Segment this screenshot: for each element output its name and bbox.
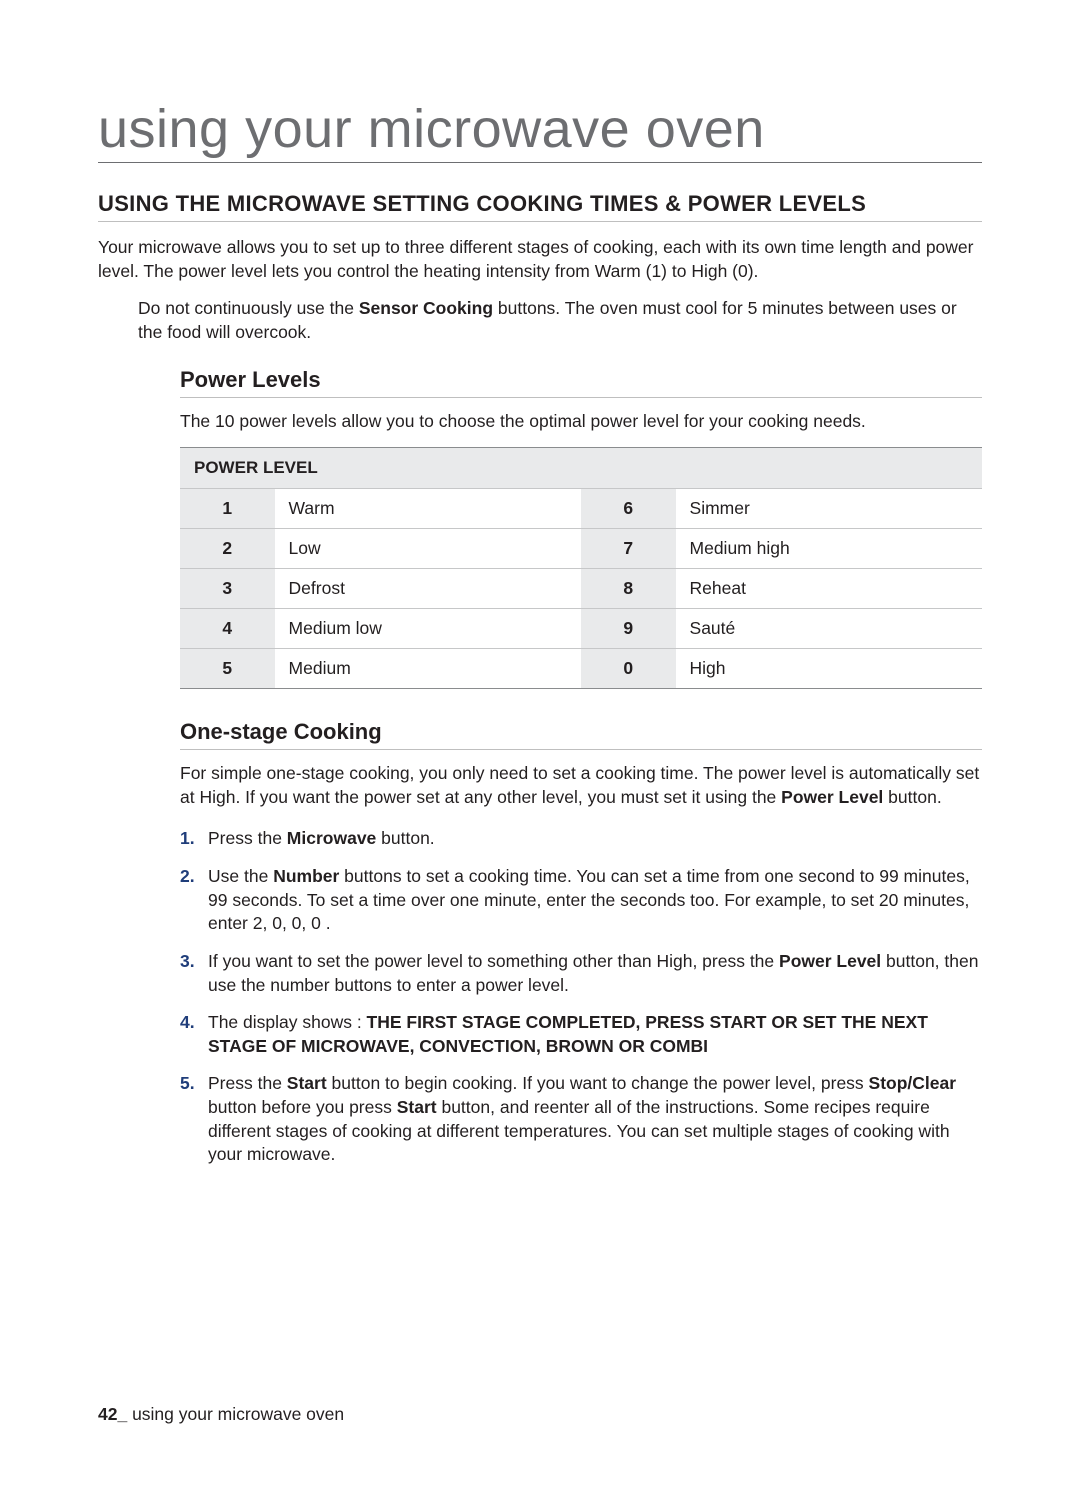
table-cell-num: 6 — [581, 489, 676, 529]
table-cell-label: Simmer — [676, 489, 982, 529]
step-bold: Start — [397, 1097, 437, 1117]
table-cell-label: Medium high — [676, 529, 982, 569]
step-item: Press the Microwave button. — [180, 827, 982, 851]
step-item: Use the Number buttons to set a cooking … — [180, 865, 982, 936]
step-bold: Microwave — [287, 828, 376, 848]
table-cell-num: 3 — [180, 569, 275, 609]
table-row: 4 Medium low 9 Sauté — [180, 609, 982, 649]
table-title: POWER LEVEL — [180, 448, 982, 489]
table-cell-label: Reheat — [676, 569, 982, 609]
table-row: 2 Low 7 Medium high — [180, 529, 982, 569]
table-cell-num: 5 — [180, 649, 275, 689]
page-title: using your microwave oven — [98, 98, 982, 163]
table-cell-label: High — [676, 649, 982, 689]
table-row: 5 Medium 0 High — [180, 649, 982, 689]
section-heading: USING THE MICROWAVE SETTING COOKING TIME… — [98, 191, 982, 222]
table-cell-label: Low — [275, 529, 581, 569]
power-levels-intro: The 10 power levels allow you to choose … — [180, 410, 982, 434]
step-text: If you want to set the power level to so… — [208, 951, 779, 971]
step-text: Press the — [208, 1073, 287, 1093]
power-level-table: POWER LEVEL 1 Warm 6 Simmer 2 Low 7 Medi… — [180, 447, 982, 689]
power-levels-section: Power Levels The 10 power levels allow y… — [180, 367, 982, 690]
step-text: button to begin cooking. If you want to … — [327, 1073, 869, 1093]
table-row: 1 Warm 6 Simmer — [180, 489, 982, 529]
table-row: 3 Defrost 8 Reheat — [180, 569, 982, 609]
table-cell-label: Medium low — [275, 609, 581, 649]
one-stage-intro: For simple one-stage cooking, you only n… — [180, 762, 982, 809]
page-footer: 42_ using your microwave oven — [98, 1404, 344, 1425]
intro-paragraph: Your microwave allows you to set up to t… — [98, 236, 982, 283]
one-stage-heading: One-stage Cooking — [180, 719, 982, 750]
power-levels-heading: Power Levels — [180, 367, 982, 398]
table-cell-num: 7 — [581, 529, 676, 569]
step-bold: Power Level — [779, 951, 881, 971]
step-bold: Stop/Clear — [869, 1073, 957, 1093]
step-bold: Number — [273, 866, 339, 886]
step-text: The display shows : — [208, 1012, 367, 1032]
one-stage-intro-bold: Power Level — [781, 787, 883, 807]
step-text: Use the — [208, 866, 273, 886]
one-stage-intro-post: button. — [883, 787, 941, 807]
one-stage-section: One-stage Cooking For simple one-stage c… — [180, 719, 982, 1167]
note-text-bold: Sensor Cooking — [359, 298, 493, 318]
table-cell-num: 4 — [180, 609, 275, 649]
step-text: button. — [376, 828, 434, 848]
page-number: 42_ — [98, 1404, 127, 1424]
step-item: Press the Start button to begin cooking.… — [180, 1072, 982, 1167]
sensor-cooking-note: Do not continuously use the Sensor Cooki… — [138, 297, 982, 344]
footer-label: using your microwave oven — [127, 1404, 344, 1424]
table-cell-num: 0 — [581, 649, 676, 689]
table-cell-label: Defrost — [275, 569, 581, 609]
step-item: The display shows : THE FIRST STAGE COMP… — [180, 1011, 982, 1058]
table-cell-num: 9 — [581, 609, 676, 649]
step-item: If you want to set the power level to so… — [180, 950, 982, 997]
table-cell-label: Medium — [275, 649, 581, 689]
table-cell-num: 1 — [180, 489, 275, 529]
step-bold: Start — [287, 1073, 327, 1093]
step-text: button before you press — [208, 1097, 397, 1117]
step-text: Press the — [208, 828, 287, 848]
table-cell-num: 2 — [180, 529, 275, 569]
table-cell-label: Warm — [275, 489, 581, 529]
steps-list: Press the Microwave button. Use the Numb… — [180, 827, 982, 1167]
table-cell-num: 8 — [581, 569, 676, 609]
table-cell-label: Sauté — [676, 609, 982, 649]
note-text-pre: Do not continuously use the — [138, 298, 359, 318]
